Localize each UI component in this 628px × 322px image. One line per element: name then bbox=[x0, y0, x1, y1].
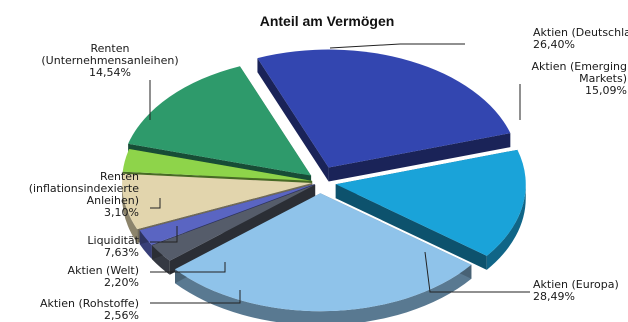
pie-slice-side bbox=[174, 264, 472, 322]
slice-value: 2,56% bbox=[104, 309, 139, 322]
slice-value: 3,10% bbox=[104, 206, 139, 219]
slice-label-group: Aktien (Deutschland)26,40% bbox=[329, 26, 628, 51]
slice-label-line: Renten bbox=[91, 42, 130, 55]
slice-value: 28,49% bbox=[533, 290, 575, 303]
leader-line bbox=[150, 290, 241, 304]
pie-slice-face bbox=[335, 184, 487, 270]
slice-label-line: Aktien (Emerging bbox=[531, 60, 627, 73]
pie-slice-top bbox=[152, 184, 316, 261]
slice-label: Aktien (Europa) 28,49% bbox=[533, 278, 619, 303]
slice-label-line: Liquidität bbox=[87, 234, 139, 247]
slice-label: Renten (inflationsindexierte Anleihen) 3,10… bbox=[29, 170, 140, 219]
slice-label-line: (Unternehmensanleihen) bbox=[41, 54, 178, 67]
slice-value: 15,09% bbox=[585, 84, 627, 97]
slice-label-line: Renten bbox=[100, 170, 139, 183]
slice-label-group: Aktien (Rohstoffe) 2,56% bbox=[40, 290, 241, 322]
pie-slice-side bbox=[122, 183, 138, 244]
slice-label: Aktien (Deutschland)26,40% bbox=[533, 26, 628, 51]
pie-slice-top bbox=[139, 184, 315, 245]
pie-slice-aktien-europa bbox=[174, 193, 472, 322]
slice-label-group: Aktien (Welt) 2,20% bbox=[68, 262, 226, 289]
slice-label-line: Anleihen) bbox=[87, 194, 139, 207]
pie-slice-top bbox=[174, 193, 472, 312]
slice-label-line: Aktien (Deutschland) bbox=[533, 26, 628, 39]
pie-labels: Aktien (Deutschland)26,40% Aktien (Emergi… bbox=[29, 26, 628, 322]
slice-value: 7,63% bbox=[104, 246, 139, 259]
pie-slice-face bbox=[328, 133, 511, 182]
pie-slice-side bbox=[486, 184, 526, 270]
pie-slice-top bbox=[122, 149, 313, 181]
slice-label: Renten (Unternehmensanleihen) 14,54% bbox=[41, 42, 178, 79]
leader-line bbox=[150, 226, 178, 243]
pie-slice-top bbox=[257, 49, 511, 168]
pie-slice-top bbox=[122, 173, 313, 230]
slice-label-line: Aktien (Europa) bbox=[533, 278, 619, 291]
pie-slice-aktien-rohstoffe bbox=[152, 184, 316, 275]
pie-slice-aktien-deutschland bbox=[257, 49, 511, 182]
slice-label-group: Liquidität 7,63% bbox=[87, 226, 178, 259]
pie-slice-aktien-emerging-markets bbox=[335, 149, 526, 270]
leader-line bbox=[150, 262, 226, 273]
slice-label: Aktien (Rohstoffe) 2,56% bbox=[40, 297, 139, 322]
slice-label-line: Aktien (Rohstoffe) bbox=[40, 297, 139, 310]
slice-value: 2,20% bbox=[104, 276, 139, 289]
slice-label-group: Aktien (Emerging Markets) 15,09% bbox=[519, 60, 627, 120]
slice-label: Liquidität 7,63% bbox=[87, 234, 139, 259]
pie-slices bbox=[122, 49, 526, 322]
slice-label-group: Renten (inflationsindexierte Anleihen) 3,10… bbox=[29, 170, 161, 219]
pie-slice-face bbox=[257, 58, 329, 182]
leader-line bbox=[329, 43, 465, 49]
slice-value: 26,40% bbox=[533, 38, 575, 51]
chart-title: Anteil am Vermögen bbox=[260, 13, 395, 29]
pie-slice-top bbox=[335, 149, 526, 256]
leader-line bbox=[150, 198, 161, 209]
slice-label: Aktien (Emerging Markets) 15,09% bbox=[531, 60, 627, 97]
slice-label: Aktien (Welt) 2,20% bbox=[68, 264, 139, 289]
slice-label-line: Markets) bbox=[579, 72, 627, 85]
leader-line bbox=[424, 251, 530, 293]
slice-label-line: Aktien (Welt) bbox=[68, 264, 139, 277]
slice-label-group: Aktien (Europa) 28,49% bbox=[424, 251, 619, 303]
slice-value: 14,54% bbox=[89, 66, 131, 79]
pie-slice-top bbox=[128, 66, 312, 176]
slice-label-group: Renten (Unternehmensanleihen) 14,54% bbox=[41, 42, 179, 120]
slice-label-line: (inflationsindexierte bbox=[29, 182, 140, 195]
